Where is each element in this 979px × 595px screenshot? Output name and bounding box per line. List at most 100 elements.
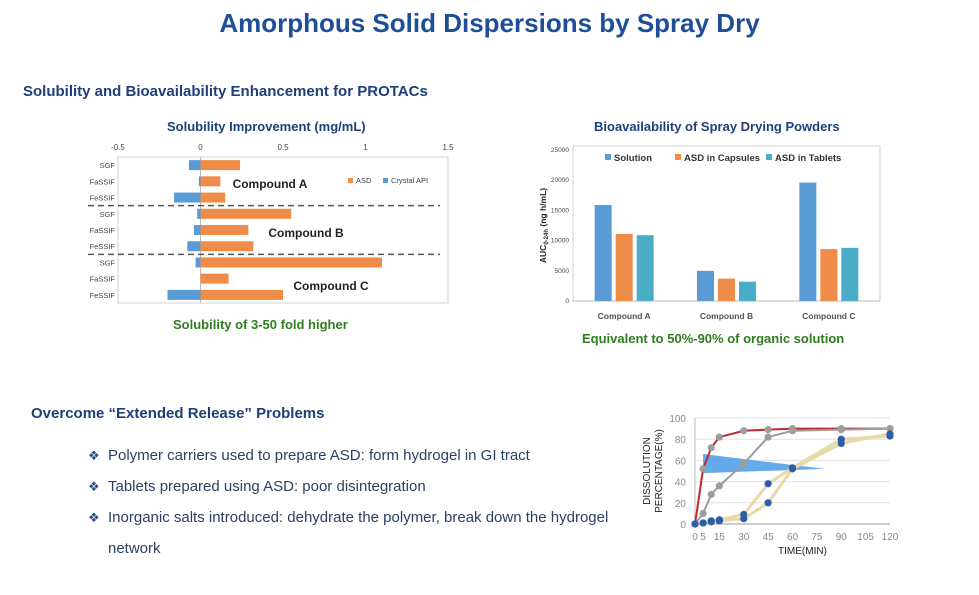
crystal-api-bar [198, 176, 201, 187]
bar-solution [697, 270, 714, 301]
bar-solution [799, 182, 817, 301]
x-tick-label: 5 [700, 532, 706, 543]
asd-bar [200, 160, 241, 171]
x-tick-label: 1.5 [442, 143, 454, 152]
asd-bar [200, 176, 221, 187]
bar-tablets [841, 247, 859, 301]
asd-bar [200, 225, 249, 235]
asd-bar [200, 257, 382, 268]
y-tick-label: 40 [675, 478, 687, 489]
category-label: FeSSIF [90, 194, 116, 203]
crystal-api-bar [174, 192, 201, 203]
bar-capsules [718, 278, 735, 301]
y-tick-label: 20000 [551, 177, 569, 184]
category-label: FaSSIF [90, 177, 116, 186]
asd-bar [200, 208, 292, 219]
x-tick-label: 0 [198, 143, 203, 152]
category-label: SGF [100, 161, 116, 170]
legend-swatch [605, 154, 611, 160]
bar-tablets [636, 235, 654, 301]
group-label: Compound A [233, 177, 308, 191]
bullet-text: Tablets prepared using ASD: poor disinte… [108, 478, 426, 495]
data-point [886, 425, 894, 433]
bioavailability-chart-title: Bioavailability of Spray Drying Powders [594, 119, 840, 134]
legend-swatch [766, 154, 772, 160]
data-point [707, 517, 715, 525]
bullet-text: Inorganic salts introduced: dehydrate th… [108, 509, 609, 557]
y-tick-label: 5000 [555, 268, 570, 275]
crystal-api-bar [197, 208, 201, 219]
legend-label: ASD [356, 176, 372, 185]
y-tick-label: 15000 [551, 207, 569, 214]
group-label: Compound C [293, 279, 369, 293]
y-tick-label: 20 [675, 499, 687, 510]
diamond-bullet-icon: ❖ [88, 448, 100, 463]
category-label: Compound A [598, 311, 651, 321]
category-label: SGF [100, 210, 116, 219]
y-tick-label: 10000 [551, 238, 569, 245]
y-tick-label: 0 [680, 520, 686, 531]
category-label: FeSSIF [90, 291, 116, 300]
page-title: Amorphous Solid Dispersions by Spray Dry [219, 8, 760, 38]
x-tick-label: -0.5 [111, 143, 125, 152]
y-tick-label: 60 [675, 456, 687, 467]
bioavailability-note: Equivalent to 50%-90% of organic solutio… [582, 331, 845, 346]
x-tick-label: 30 [738, 532, 750, 543]
data-point [764, 480, 772, 488]
y-axis-label-line: DISSOLUTION [642, 437, 653, 505]
bullet-list: ❖ Polymer carriers used to prepare ASD: f… [88, 440, 628, 564]
data-point [740, 510, 748, 519]
data-point [837, 426, 845, 434]
x-tick-label: 75 [811, 532, 823, 543]
data-point [707, 490, 715, 498]
data-point [699, 465, 707, 473]
crystal-api-bar [187, 241, 201, 252]
legend-label: ASD in Tablets [775, 153, 841, 164]
y-axis-label: AUC0-24h (ng h/mL) [538, 188, 550, 263]
legend-swatch-crystal [383, 178, 388, 183]
x-tick-label: 105 [857, 532, 874, 543]
data-point [764, 433, 772, 441]
solubility-chart-title: Solubility Improvement (mg/mL) [167, 119, 366, 134]
y-axis-label-subscript: 0-24h [544, 229, 550, 245]
data-point [715, 482, 723, 490]
diamond-bullet-icon: ❖ [88, 510, 100, 525]
bullet-item: ❖ Polymer carriers used to prepare ASD: f… [88, 440, 628, 471]
bullet-item: ❖ Inorganic salts introduced: dehydrate t… [88, 502, 628, 564]
asd-bar [200, 289, 283, 300]
y-axis-label-unit: (ng h/mL) [538, 188, 548, 229]
y-tick-label: 80 [675, 435, 687, 446]
data-point [764, 426, 772, 434]
crystal-api-bar [195, 257, 201, 268]
x-tick-label: 45 [763, 532, 775, 543]
category-label: SGF [100, 258, 116, 267]
data-point [715, 433, 723, 441]
x-tick-label: 60 [787, 532, 799, 543]
y-tick-label: 0 [565, 298, 569, 305]
data-point [886, 432, 894, 440]
data-point [699, 509, 707, 517]
series-line [694, 432, 891, 526]
x-tick-label: 1 [363, 143, 368, 152]
crystal-api-bar [167, 289, 201, 300]
data-point [788, 427, 797, 435]
data-point [707, 444, 715, 452]
y-tick-label: 100 [669, 414, 686, 425]
data-point [691, 520, 699, 528]
category-label: Compound B [700, 311, 753, 321]
section-heading-extended-release: Overcome “Extended Release” Problems [31, 405, 325, 422]
category-label: Compound C [802, 311, 855, 321]
y-axis-label: DISSOLUTIONPERCENTAGE(%) [642, 429, 665, 513]
category-label: FaSSIF [90, 226, 116, 235]
plot-frame [117, 156, 449, 304]
x-tick-label: 0 [692, 532, 698, 543]
legend-label: ASD in Capsules [684, 153, 760, 164]
asd-bar [200, 241, 254, 252]
series-line [694, 434, 891, 526]
data-point [740, 459, 748, 468]
series-line [694, 427, 890, 525]
bullet-text: Polymer carriers used to prepare ASD: fo… [108, 447, 530, 464]
asd-bar [200, 273, 229, 284]
legend-swatch [675, 154, 681, 160]
